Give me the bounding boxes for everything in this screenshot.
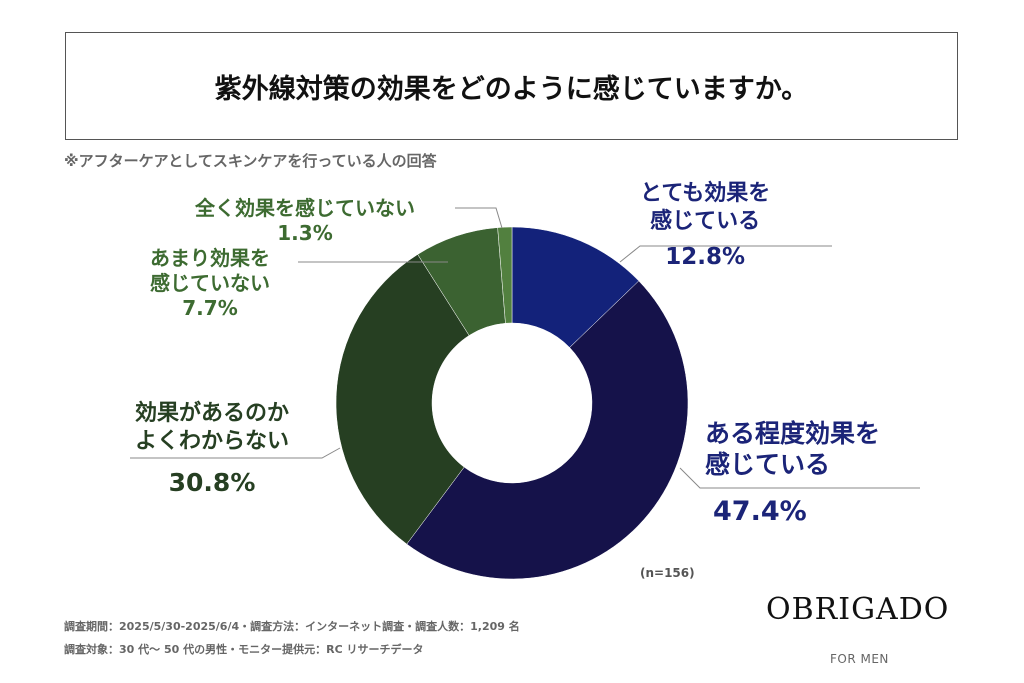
label-2-line1: 効果があるのか <box>135 401 290 426</box>
title-box: 紫外線対策の効果をどのように感じていますか。 <box>65 32 958 140</box>
label-0: とても効果を 感じている 12.8% <box>640 180 770 272</box>
label-1-line2: 感じている <box>705 450 831 480</box>
label-3: あまり効果を 感じていない 7.7% <box>150 246 270 321</box>
brand-sub: FOR MEN <box>830 652 889 666</box>
value-label-2: 30.8% <box>168 468 256 497</box>
leader-line-2 <box>130 447 341 459</box>
label-1: ある程度効果を 感じている 47.4% <box>705 418 880 528</box>
donut-slice-4 <box>497 226 513 324</box>
label-3-line2: 感じていない <box>150 271 270 295</box>
label-4: 全く効果を感じていない 1.3% <box>195 196 415 246</box>
sample-size: (n=156) <box>640 566 695 580</box>
donut-slice-2 <box>335 254 470 545</box>
note: ※アフターケアとしてスキンケアを行っている人の回答 <box>64 152 437 170</box>
value-label-1: 47.4% <box>713 495 807 527</box>
label-0-line1: とても効果を <box>640 181 771 206</box>
label-2: 効果があるのか よくわからない 30.8% <box>135 400 289 498</box>
chart-title: 紫外線対策の効果をどのように感じていますか。 <box>214 73 809 105</box>
label-2-line2: よくわからない <box>135 428 290 454</box>
value-label-0: 12.8% <box>665 244 746 270</box>
label-1-line1: ある程度効果を <box>705 419 881 448</box>
label-0-line2: 感じている <box>650 208 761 234</box>
label-4-line1: 全く効果を感じていない <box>195 196 415 220</box>
footer-line2: 調査対象：30 代～ 50 代の男性・モニター提供元：RC リサーチデータ <box>64 643 424 656</box>
brand-logo: OBRIGADO <box>766 592 950 627</box>
leader-line-0 <box>619 245 832 263</box>
leader-line-4 <box>455 207 503 229</box>
value-label-3: 7.7% <box>182 296 238 320</box>
footer-line1: 調査期間：2025/5/30-2025/6/4・調査方法：インターネット調査・調… <box>64 620 520 633</box>
value-label-4: 1.3% <box>277 221 333 245</box>
leader-line-1 <box>679 467 920 489</box>
label-3-line1: あまり効果を <box>150 246 270 270</box>
